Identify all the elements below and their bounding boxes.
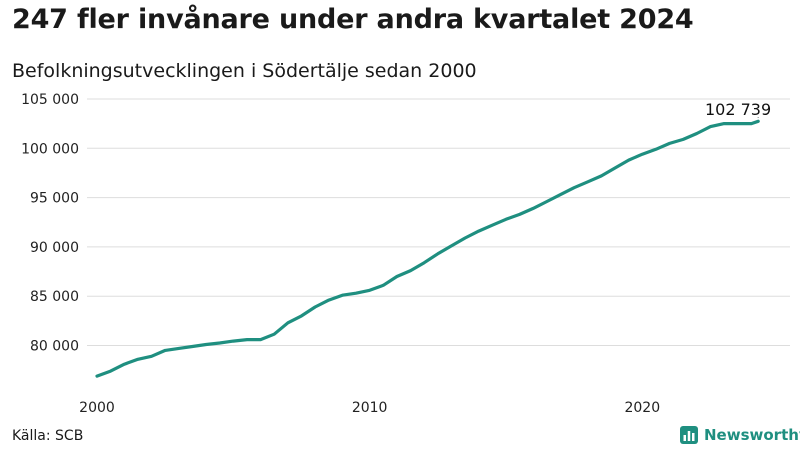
y-tick-label: 100 000 bbox=[21, 141, 79, 157]
x-tick-label: 2010 bbox=[352, 400, 388, 416]
x-axis-ticks: 2000 2010 2020 bbox=[79, 400, 660, 416]
y-tick-label: 95 000 bbox=[30, 191, 79, 207]
y-tick-label: 85 000 bbox=[30, 289, 79, 305]
x-tick-label: 2000 bbox=[79, 400, 115, 416]
line-chart: 80 000 85 000 90 000 95 000 100 000 105 000 2… bbox=[21, 92, 790, 416]
source-note: Källa: SCB bbox=[12, 428, 84, 444]
y-tick-label: 80 000 bbox=[30, 338, 79, 354]
population-series-line bbox=[95, 119, 760, 378]
y-axis-ticks: 80 000 85 000 90 000 95 000 100 000 105 000 bbox=[21, 92, 79, 354]
chart-subtitle: Befolkningsutvecklingen i Södertälje sed… bbox=[12, 60, 477, 82]
x-tick-label: 2020 bbox=[624, 400, 660, 416]
chart-title: 247 fler invånare under andra kvartalet … bbox=[12, 4, 694, 35]
y-tick-label: 90 000 bbox=[30, 240, 79, 256]
last-value-label: 102 739 bbox=[705, 100, 771, 119]
newsworthy-logo-icon bbox=[680, 426, 698, 444]
grid-lines bbox=[87, 98, 790, 346]
brand-logo: Newsworthy bbox=[680, 426, 800, 444]
brand-name: Newsworthy bbox=[704, 426, 800, 444]
y-tick-label: 105 000 bbox=[21, 92, 79, 108]
